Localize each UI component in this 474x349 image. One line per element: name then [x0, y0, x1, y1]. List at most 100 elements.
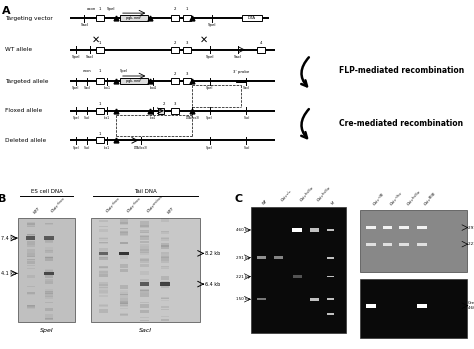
Bar: [100, 289, 108, 293]
Bar: [100, 309, 108, 313]
Text: SacI: SacI: [243, 116, 250, 120]
Bar: [120, 222, 128, 224]
Bar: [45, 318, 53, 320]
Bar: [120, 229, 128, 232]
Text: SacI: SacI: [234, 55, 242, 59]
Bar: [45, 293, 53, 297]
Bar: [100, 284, 108, 286]
Bar: [172, 108, 179, 114]
Text: $Oxtr^{neo/neo}$: $Oxtr^{neo/neo}$: [145, 193, 167, 216]
Bar: [100, 242, 108, 243]
Bar: [161, 309, 169, 310]
Bar: [26, 236, 36, 240]
Text: 1: 1: [99, 132, 101, 135]
Bar: [383, 226, 392, 229]
Bar: [45, 251, 53, 253]
Bar: [96, 108, 104, 114]
Text: B: B: [0, 194, 6, 204]
Text: ES cell DNA: ES cell DNA: [31, 189, 63, 194]
Bar: [100, 220, 108, 222]
Bar: [327, 298, 334, 300]
Bar: [327, 276, 334, 277]
Text: 221 bp: 221 bp: [236, 275, 250, 279]
Bar: [183, 78, 191, 84]
Text: $Oxtr^{+/neo}$: $Oxtr^{+/neo}$: [124, 195, 145, 216]
Bar: [45, 268, 53, 270]
Text: $Oxtr^{+/neo}$: $Oxtr^{+/neo}$: [103, 195, 124, 216]
Text: 2: 2: [174, 72, 177, 76]
Bar: [120, 227, 128, 228]
Bar: [27, 275, 35, 278]
Bar: [161, 252, 169, 253]
Bar: [140, 244, 148, 246]
Bar: [161, 231, 169, 233]
Bar: [172, 47, 179, 53]
Bar: [140, 282, 149, 286]
Text: 291 bp: 291 bp: [468, 225, 474, 230]
Bar: [172, 78, 179, 84]
Text: 1: 1: [99, 7, 101, 10]
Bar: [45, 289, 53, 292]
Bar: [45, 296, 53, 298]
Bar: [140, 294, 148, 297]
Bar: [100, 287, 108, 288]
Bar: [327, 229, 334, 231]
Text: Deleted allele: Deleted allele: [5, 138, 46, 143]
Bar: [140, 252, 148, 255]
Bar: [140, 289, 148, 293]
Bar: [27, 234, 35, 237]
Bar: [120, 302, 128, 303]
Text: 460 bp: 460 bp: [236, 228, 250, 232]
Text: FLP-mediated recombination: FLP-mediated recombination: [338, 66, 464, 75]
Bar: [161, 261, 169, 263]
Bar: [100, 255, 108, 258]
Text: $WT$: $WT$: [31, 205, 42, 216]
Text: 1: 1: [185, 7, 188, 10]
Bar: [366, 226, 375, 229]
Bar: [158, 108, 164, 114]
Bar: [140, 221, 148, 224]
Bar: [383, 243, 392, 246]
Bar: [100, 266, 108, 268]
Text: $Oxtr^{-/-}$: $Oxtr^{-/-}$: [279, 188, 296, 206]
Text: 4: 4: [259, 41, 262, 45]
Bar: [100, 274, 108, 277]
Bar: [100, 304, 108, 306]
Bar: [366, 304, 376, 308]
Text: ✕: ✕: [200, 34, 208, 44]
Bar: [96, 138, 104, 143]
Bar: [140, 249, 148, 251]
Bar: [251, 207, 346, 333]
Bar: [45, 240, 53, 242]
Text: WT: WT: [262, 199, 269, 206]
Bar: [360, 280, 467, 338]
Text: $Oxtr^{+/flox}$: $Oxtr^{+/flox}$: [387, 190, 407, 209]
Bar: [140, 236, 148, 240]
Bar: [100, 271, 108, 273]
Bar: [140, 290, 148, 291]
Text: DTA: DTA: [248, 16, 256, 20]
Text: exon: exon: [83, 69, 91, 73]
Bar: [120, 285, 128, 289]
Bar: [257, 47, 264, 53]
Bar: [140, 302, 148, 303]
Bar: [161, 253, 169, 257]
Bar: [257, 298, 266, 300]
Bar: [310, 298, 319, 301]
Bar: [27, 256, 35, 257]
Bar: [120, 242, 128, 244]
Bar: [45, 308, 53, 311]
Text: 291 bp: 291 bp: [236, 256, 250, 260]
Bar: [27, 233, 35, 235]
Bar: [100, 257, 108, 260]
Bar: [120, 313, 128, 315]
Bar: [100, 248, 108, 251]
Bar: [120, 15, 148, 21]
Text: SpeI: SpeI: [205, 55, 214, 59]
Bar: [27, 250, 35, 253]
Bar: [100, 305, 108, 307]
Bar: [327, 257, 334, 259]
Bar: [161, 300, 169, 301]
Bar: [100, 237, 108, 241]
Bar: [45, 280, 53, 281]
